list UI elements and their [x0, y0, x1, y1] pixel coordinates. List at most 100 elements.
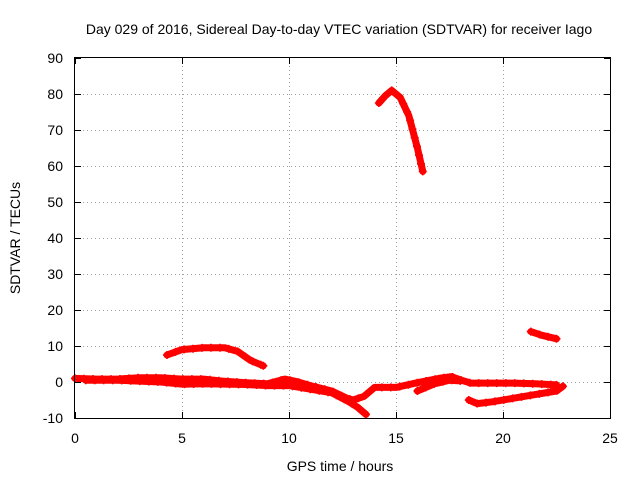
data-point: [171, 379, 180, 388]
data-point: [499, 395, 508, 404]
data-point: [456, 376, 465, 385]
data-point: [395, 382, 404, 391]
data-point: [537, 380, 546, 389]
data-point: [233, 347, 242, 356]
data-point: [270, 381, 279, 390]
series-trace: [375, 86, 427, 175]
series-late-segment: [526, 327, 561, 343]
data-point: [380, 92, 389, 101]
data-point: [354, 394, 363, 403]
data-point: [288, 382, 297, 391]
data-point: [544, 388, 553, 397]
data-point: [535, 330, 544, 339]
data-point: [492, 379, 501, 388]
data-point: [417, 159, 425, 168]
data-point: [240, 352, 249, 361]
data-point: [162, 378, 171, 387]
data-point: [464, 396, 473, 404]
data-point: [408, 125, 417, 133]
data-point: [324, 388, 332, 397]
data-point: [144, 377, 153, 386]
data-point: [415, 151, 423, 160]
data-point: [403, 107, 412, 116]
data-point: [377, 383, 386, 392]
data-point: [340, 395, 349, 404]
data-point: [430, 380, 438, 388]
series-trace: [82, 376, 370, 418]
data-point: [243, 380, 252, 389]
data-point: [438, 377, 447, 386]
data-point: [252, 381, 261, 389]
y-tick-label: 20: [47, 302, 63, 318]
data-point: [224, 344, 233, 353]
data-point: [399, 99, 408, 108]
data-point: [501, 379, 510, 388]
y-tick-label: 70: [47, 122, 63, 138]
series-evening-arc: [413, 376, 465, 395]
data-point: [474, 379, 483, 388]
data-point: [297, 383, 306, 392]
y-tick-label: 50: [47, 194, 63, 210]
data-point: [386, 383, 395, 392]
y-axis-label: SDTVAR / TECUs: [7, 182, 23, 294]
data-point: [259, 361, 268, 370]
y-tick-label: 10: [47, 338, 63, 354]
data-point: [216, 380, 225, 389]
data-point: [508, 394, 517, 403]
data-point: [410, 133, 419, 142]
plot-frame: [74, 57, 611, 419]
data-point: [163, 351, 171, 359]
x-tick-label: 20: [495, 430, 511, 446]
data-point: [490, 397, 499, 406]
data-point: [526, 391, 535, 400]
data-point: [207, 379, 216, 388]
data-point: [369, 384, 378, 393]
data-point: [483, 379, 492, 388]
series-layer: [71, 86, 567, 419]
data-point: [332, 391, 341, 400]
data-point: [153, 377, 162, 386]
data-point: [473, 399, 482, 408]
data-point: [306, 385, 315, 394]
data-point: [180, 380, 189, 389]
data-point: [348, 399, 357, 408]
data-point: [99, 376, 108, 385]
data-point: [362, 390, 371, 399]
y-tick-label: 60: [47, 158, 63, 174]
data-point: [108, 376, 117, 385]
data-point: [544, 332, 552, 341]
y-tick-label: 80: [47, 86, 63, 102]
data-point: [406, 116, 415, 125]
data-point: [261, 381, 270, 390]
data-point: [207, 343, 215, 352]
data-point: [279, 381, 288, 390]
data-point: [189, 380, 198, 388]
data-point: [413, 378, 422, 387]
data-point: [404, 380, 413, 389]
data-point: [387, 86, 396, 95]
data-point: [558, 382, 567, 391]
data-point: [126, 376, 135, 385]
data-point: [198, 343, 206, 352]
data-point: [248, 357, 257, 366]
data-point: [234, 380, 243, 389]
data-point: [413, 142, 421, 151]
data-point: [526, 327, 535, 336]
data-point: [81, 376, 90, 385]
data-point: [362, 410, 370, 419]
data-point: [355, 404, 364, 413]
data-point: [482, 398, 490, 407]
x-tick-label: 25: [602, 430, 618, 446]
data-point: [394, 92, 403, 101]
chart-title: Day 029 of 2016, Sidereal Day-to-day VTE…: [86, 21, 593, 37]
data-point: [374, 99, 383, 107]
data-point: [225, 380, 234, 389]
y-tick-label: 40: [47, 230, 63, 246]
grid-layer: [75, 58, 610, 418]
data-point: [528, 379, 537, 388]
data-point: [418, 167, 427, 176]
x-tick-label: 10: [281, 430, 297, 446]
data-point: [90, 376, 99, 385]
data-point: [117, 376, 126, 385]
